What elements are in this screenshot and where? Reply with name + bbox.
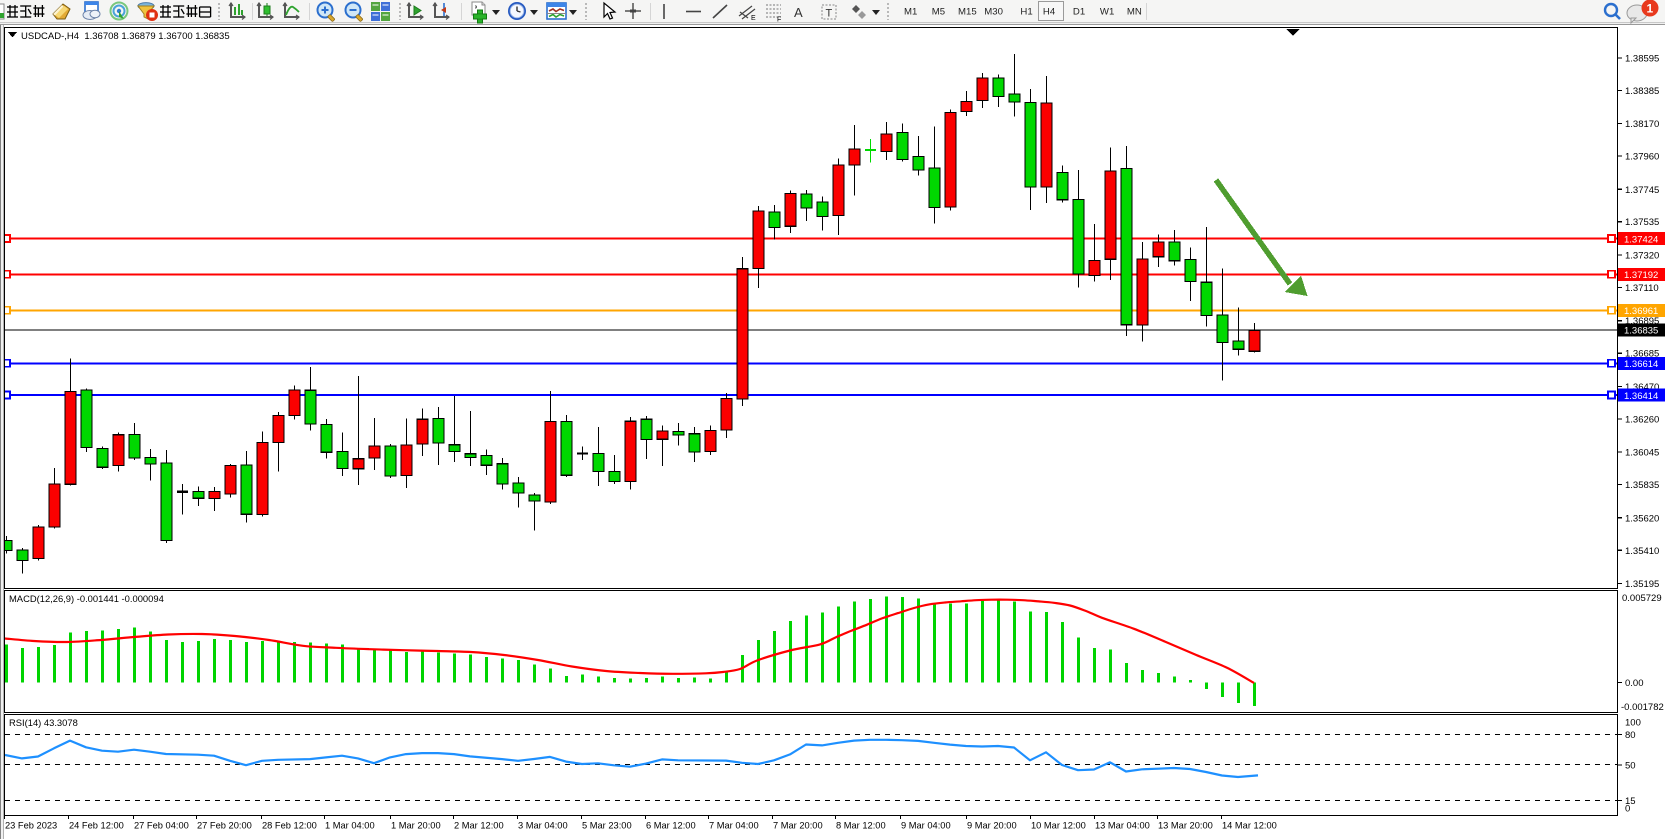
svg-text:1 Mar 04:00: 1 Mar 04:00: [325, 821, 375, 831]
svg-text:M15: M15: [958, 7, 977, 18]
svg-text:M5: M5: [932, 7, 945, 18]
svg-text:M30: M30: [984, 7, 1003, 18]
svg-text:5 Mar 23:00: 5 Mar 23:00: [582, 821, 632, 831]
svg-text:100: 100: [1625, 718, 1641, 729]
svg-text:50: 50: [1625, 761, 1636, 772]
svg-text:0.00: 0.00: [1625, 678, 1644, 689]
svg-text:1.36961: 1.36961: [1624, 306, 1658, 317]
svg-text:A: A: [794, 5, 803, 20]
svg-text:RSI(14) 43.3078: RSI(14) 43.3078: [9, 717, 78, 728]
svg-text:1.37320: 1.37320: [1625, 251, 1659, 262]
svg-text:23 Feb 2023: 23 Feb 2023: [5, 821, 57, 831]
svg-text:1.36414: 1.36414: [1624, 391, 1658, 402]
svg-text:1.35620: 1.35620: [1625, 513, 1659, 524]
svg-text:7 Mar 04:00: 7 Mar 04:00: [709, 821, 759, 831]
svg-text:1 Mar 20:00: 1 Mar 20:00: [391, 821, 441, 831]
svg-text:24 Feb 12:00: 24 Feb 12:00: [69, 821, 124, 831]
svg-text:0: 0: [1625, 804, 1630, 815]
svg-text:1.37535: 1.37535: [1625, 217, 1659, 228]
svg-text:1.36614: 1.36614: [1624, 359, 1658, 370]
svg-text:1.37110: 1.37110: [1625, 283, 1659, 294]
svg-text:1.35410: 1.35410: [1625, 546, 1659, 557]
svg-text:1.36895: 1.36895: [1625, 316, 1659, 327]
svg-text:USDCAD-,H4 1.36708 1.36879 1.: USDCAD-,H4 1.36708 1.36879 1.36700 1.368…: [21, 31, 230, 42]
svg-text:1.36470: 1.36470: [1625, 382, 1659, 393]
svg-text:2 Mar 12:00: 2 Mar 12:00: [454, 821, 504, 831]
svg-text:28 Feb 12:00: 28 Feb 12:00: [262, 821, 317, 831]
svg-text:1.37745: 1.37745: [1625, 185, 1659, 196]
svg-text:1.36045: 1.36045: [1625, 448, 1659, 459]
svg-text:1.36260: 1.36260: [1625, 414, 1659, 425]
svg-text:E: E: [751, 15, 756, 22]
svg-text:3 Mar 04:00: 3 Mar 04:00: [518, 821, 568, 831]
svg-text:13 Mar 20:00: 13 Mar 20:00: [1158, 821, 1213, 831]
svg-text:W1: W1: [1100, 7, 1114, 18]
svg-text:27 Feb 20:00: 27 Feb 20:00: [197, 821, 252, 831]
svg-text:14 Mar 12:00: 14 Mar 12:00: [1222, 821, 1277, 831]
svg-text:1.37960: 1.37960: [1625, 152, 1659, 163]
svg-text:13 Mar 04:00: 13 Mar 04:00: [1095, 821, 1150, 831]
svg-text:9 Mar 20:00: 9 Mar 20:00: [967, 821, 1017, 831]
svg-text:1.37424: 1.37424: [1624, 234, 1658, 245]
svg-text:T: T: [826, 8, 833, 20]
svg-text:M1: M1: [904, 7, 917, 18]
svg-text:1.36685: 1.36685: [1625, 349, 1659, 360]
svg-text:6 Mar 12:00: 6 Mar 12:00: [646, 821, 696, 831]
svg-text:MACD(12,26,9) -0.001441 -0.000: MACD(12,26,9) -0.001441 -0.000094: [9, 593, 164, 604]
svg-text:F: F: [777, 17, 781, 24]
svg-text:8 Mar 12:00: 8 Mar 12:00: [836, 821, 886, 831]
svg-text:1.35195: 1.35195: [1625, 579, 1659, 590]
svg-text:H4: H4: [1043, 7, 1056, 18]
svg-text:80: 80: [1625, 730, 1636, 741]
svg-text:1.37192: 1.37192: [1624, 270, 1658, 281]
svg-text:H1: H1: [1020, 7, 1032, 18]
svg-text:1.38595: 1.38595: [1625, 53, 1659, 64]
svg-text:15: 15: [1625, 796, 1636, 807]
svg-text:1.38385: 1.38385: [1625, 86, 1659, 97]
svg-text:D1: D1: [1073, 7, 1085, 18]
svg-text:1.36835: 1.36835: [1624, 326, 1658, 337]
svg-text:0.005729: 0.005729: [1622, 593, 1662, 604]
svg-text:10 Mar 12:00: 10 Mar 12:00: [1031, 821, 1086, 831]
svg-text:MN: MN: [1127, 7, 1142, 18]
svg-text:1.35835: 1.35835: [1625, 480, 1659, 491]
svg-text:1: 1: [1647, 2, 1654, 16]
svg-text:-0.001782: -0.001782: [1621, 702, 1664, 713]
svg-text:7 Mar 20:00: 7 Mar 20:00: [773, 821, 823, 831]
svg-text:27 Feb 04:00: 27 Feb 04:00: [134, 821, 189, 831]
svg-text:1.38170: 1.38170: [1625, 119, 1659, 130]
svg-text:9 Mar 04:00: 9 Mar 04:00: [901, 821, 951, 831]
